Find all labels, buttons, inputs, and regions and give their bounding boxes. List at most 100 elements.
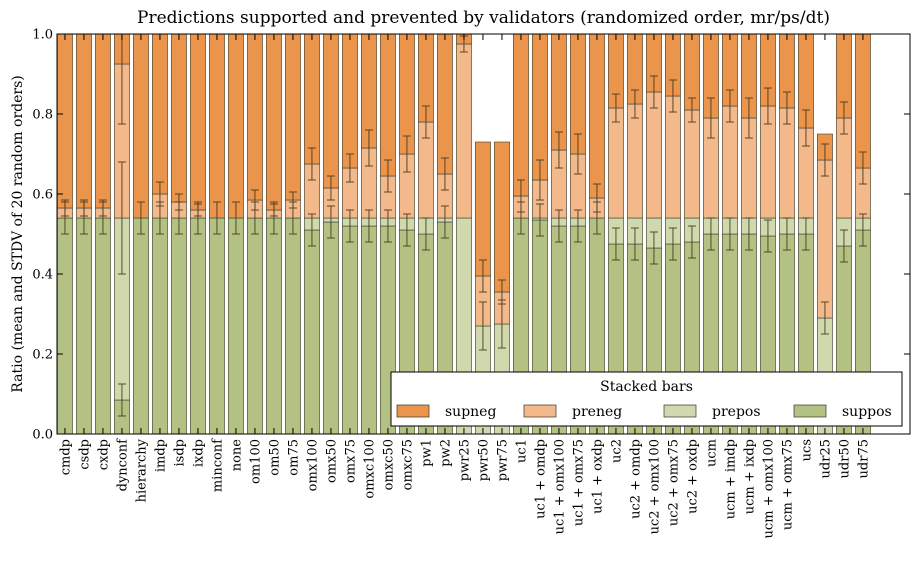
legend-swatch-supneg [396, 404, 430, 418]
errbar-preneg-10 [250, 189, 259, 211]
legend-swatch-prepos [663, 404, 697, 418]
errbar-suppos-42 [858, 213, 867, 247]
errbar-preneg-0 [60, 199, 69, 217]
x-tick-label: none [229, 439, 244, 472]
errbar-preneg-34 [706, 97, 715, 139]
x-tick-label: omx100 [305, 439, 320, 491]
legend-swatch-preneg [523, 404, 557, 418]
errbar-preneg-15 [345, 153, 354, 183]
bar-preneg-32 [665, 95, 681, 219]
x-tick-label: cxdp [96, 439, 111, 470]
errbar-preneg-36 [744, 97, 753, 139]
errbar-preneg-37 [763, 87, 772, 125]
bar-supneg-13 [304, 33, 320, 165]
errbar-suppos-33 [687, 225, 696, 259]
x-tick-label: csdp [77, 439, 92, 470]
errbar-preneg-27 [573, 133, 582, 175]
bar-supneg-6 [171, 33, 187, 203]
errbar-preneg-2 [98, 199, 107, 217]
legend-label-supneg: supneg [445, 404, 496, 420]
y-tick-label: 1.0 [32, 28, 53, 43]
errbar-preneg-14 [326, 175, 335, 201]
bar-preneg-38 [779, 107, 795, 219]
legend-title: Stacked bars [600, 379, 693, 395]
errbar-preneg-6 [174, 193, 183, 211]
errbar-suppos-17 [383, 209, 392, 243]
errbar-suppos-29 [611, 227, 620, 261]
errbar-suppos-9 [231, 201, 240, 235]
x-tick-label: pwr75 [495, 439, 510, 481]
bar-preneg-33 [684, 109, 700, 219]
bar-supneg-11 [266, 33, 282, 211]
x-tick-label: omxc75 [400, 439, 415, 490]
errbar-suppos-37 [763, 219, 772, 253]
errbar-preneg-39 [801, 109, 810, 147]
bar-suppos-13 [304, 229, 320, 435]
bar-supneg-24 [513, 33, 529, 197]
errbar-preneg-32 [668, 79, 677, 113]
errbar-preneg-1 [79, 199, 88, 217]
errbar-preneg-12 [288, 191, 297, 209]
y-tick-label: 0.2 [32, 348, 53, 363]
errbar-preneg-26 [554, 131, 563, 169]
x-tick-label: pwr50 [476, 439, 491, 481]
y-axis-label: Ratio (mean and STDV of 20 random orders… [10, 75, 26, 392]
errbar-suppos-36 [744, 217, 753, 251]
y-tick-label: 0.6 [32, 188, 53, 203]
bar-supneg-14 [323, 33, 339, 189]
legend-swatch-suppos [793, 404, 827, 418]
x-tick-label: pw2 [438, 439, 453, 467]
errbar-suppos-20 [440, 205, 449, 239]
bar-suppos-10 [247, 217, 263, 435]
bar-preneg-35 [722, 105, 738, 219]
bar-suppos-2 [95, 217, 111, 435]
x-tick-label: uc1 + omx100 [552, 439, 567, 534]
bar-suppos-1 [76, 217, 92, 435]
bar-supneg-28 [589, 33, 605, 199]
errbar-suppos-26 [554, 209, 563, 243]
errbar-suppos-34 [706, 217, 715, 251]
x-tick-label: ucs [799, 439, 814, 461]
x-tick-label: om50 [267, 439, 282, 476]
bar-supneg-22 [475, 141, 491, 277]
x-tick-label: uc2 + oxdp [685, 439, 700, 514]
x-tick-label: ucm [704, 439, 719, 467]
legend-entry-preneg: preneg [523, 404, 622, 420]
errbar-prepos-40 [820, 301, 829, 335]
x-tick-label: ucm + ixdp [742, 439, 757, 514]
bar-supneg-20 [437, 33, 453, 175]
errbar-suppos-8 [212, 201, 221, 235]
legend-entry-suppos: suppos [793, 404, 892, 420]
x-tick-label: pw1 [419, 439, 434, 467]
x-tick-label: uc1 + omdp [533, 439, 548, 519]
x-tick-label: udr25 [818, 439, 833, 478]
errbar-preneg-22 [478, 259, 487, 293]
errbar-preneg-30 [630, 89, 639, 119]
bar-supneg-12 [285, 33, 301, 201]
errbar-suppos-13 [307, 213, 316, 247]
errbar-preneg-33 [687, 97, 696, 123]
x-tick-label: uc1 + omx75 [571, 439, 586, 526]
legend-label-prepos: prepos [712, 404, 761, 420]
errbar-suppos-15 [345, 209, 354, 243]
errbar-preneg-28 [592, 183, 601, 213]
errbar-preneg-16 [364, 129, 373, 167]
x-tick-label: isdp [172, 439, 187, 466]
bar-supneg-42 [855, 33, 871, 169]
x-tick-label: udr50 [837, 439, 852, 478]
bar-suppos-0 [57, 217, 73, 435]
x-tick-label: dynconf [115, 438, 130, 492]
bar-preneg-40 [817, 159, 833, 319]
bar-suppos-8 [209, 217, 225, 435]
errbar-suppos-18 [402, 213, 411, 247]
x-tick-label: uc2 + omx100 [647, 439, 662, 534]
bar-suppos-11 [266, 217, 282, 435]
errbar-suppos-31 [649, 231, 658, 265]
x-tick-label: uc2 + omx75 [666, 439, 681, 526]
errbar-preneg-31 [649, 75, 658, 109]
x-tick-label: uc1 + oxdp [590, 439, 605, 514]
bar-supneg-15 [342, 33, 358, 169]
x-tick-label: omx75 [343, 439, 358, 483]
y-tick-label: 0.4 [32, 268, 53, 283]
